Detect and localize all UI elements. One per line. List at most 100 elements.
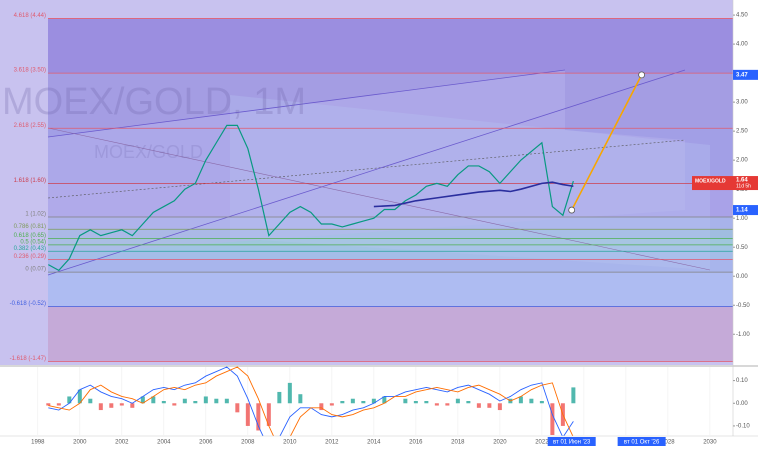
fib-band (48, 259, 733, 273)
histogram-bar (245, 403, 250, 426)
histogram-bar (235, 403, 240, 413)
y-tick-label: 0.10 (736, 378, 748, 384)
x-tick-label: 2018 (451, 440, 465, 446)
x-tick-label: 2016 (409, 440, 423, 446)
histogram-bar (56, 403, 61, 406)
projection-line (570, 74, 643, 211)
histogram-bar (529, 398, 534, 404)
histogram-bar (571, 387, 576, 404)
histogram-bar (214, 398, 219, 404)
fib-label: 1.618 (1.60) (14, 178, 46, 184)
y-tick-label: -0.10 (736, 424, 750, 430)
histogram-bar (182, 398, 187, 404)
fib-band (48, 229, 733, 239)
projection-end-label-bg (733, 69, 758, 80)
fib-label: -0.618 (-0.52) (10, 301, 46, 307)
fib-label: 0.236 (0.29) (14, 254, 46, 260)
histogram-bar (109, 403, 114, 408)
fib-band (48, 251, 733, 260)
fib-label: 0.5 (0.54) (20, 239, 46, 245)
fib-band (48, 128, 733, 184)
trend-line (47, 139, 686, 199)
date-badge: вт 01 Окт '26 (624, 440, 660, 446)
y-tick-label: -0.50 (736, 303, 750, 309)
last-price-bg (692, 176, 758, 191)
anchor-point (568, 206, 576, 214)
histogram-bar (487, 403, 492, 408)
histogram-bar (46, 403, 51, 406)
x-tick-label: 2014 (367, 440, 381, 446)
histogram-bar (329, 403, 334, 406)
fib-label: 1 (1.02) (25, 212, 46, 218)
fib-label: -1.618 (-1.47) (10, 356, 46, 362)
x-tick-label: 2030 (703, 440, 717, 446)
macd-pane (37, 366, 711, 436)
histogram-bar (172, 403, 177, 406)
countdown-label: 11d 5h (736, 183, 751, 189)
histogram-bar (277, 391, 282, 404)
trend-line (47, 69, 686, 276)
anchor-point (638, 71, 646, 79)
y-tick-label: 0.00 (736, 274, 748, 280)
histogram-bar (161, 401, 166, 404)
x-tick-label: 2028 (661, 440, 675, 446)
projection-end-label: 3.47 (736, 72, 748, 78)
x-tick-label: 2022 (535, 440, 549, 446)
histogram-bar (382, 396, 387, 404)
fib-band (48, 306, 733, 362)
histogram-bar (298, 394, 303, 404)
y-tick-label: 4.00 (736, 42, 748, 48)
channel (48, 70, 685, 255)
fib-band (48, 18, 733, 74)
y-tick-label: 2.00 (736, 158, 748, 164)
y-tick-label: 2.50 (736, 129, 748, 135)
histogram-bar (371, 398, 376, 404)
fib-band (48, 244, 733, 252)
fib-label: 0.786 (0.81) (14, 224, 46, 230)
price-line (48, 124, 574, 272)
projection-start-label-bg (733, 205, 758, 216)
x-tick-label: 2010 (283, 440, 297, 446)
fib-band (48, 272, 733, 307)
histogram-bar (476, 403, 481, 408)
channel (230, 95, 710, 270)
histogram-bar (319, 403, 324, 411)
histogram-bar (445, 403, 450, 406)
x-tick-label: 1998 (31, 440, 45, 446)
histogram-bar (361, 401, 366, 404)
fib-band (48, 238, 733, 245)
histogram-bar (151, 396, 156, 404)
x-tick-label: 2004 (157, 440, 171, 446)
x-tick-label: 2012 (325, 440, 339, 446)
histogram-bar (287, 382, 292, 404)
x-tick-label: 2006 (199, 440, 213, 446)
x-tick-label: 2002 (115, 440, 129, 446)
histogram-bar (350, 398, 355, 404)
watermark-sub: MOEX/GOLD (94, 142, 203, 162)
histogram-bar (550, 403, 555, 435)
y-tick-label: 1.00 (736, 216, 748, 222)
histogram-bar (193, 401, 198, 404)
date-badge-bg (547, 437, 596, 446)
fib-label: 2.618 (2.55) (14, 123, 46, 129)
y-tick-label: 0.50 (736, 245, 748, 251)
histogram-bar (434, 403, 439, 406)
symbol-label: MOEX/GOLD (695, 178, 726, 184)
histogram-bar (98, 403, 103, 411)
y-tick-label: 0.00 (736, 401, 748, 407)
fib-label: 0.382 (0.43) (14, 246, 46, 252)
histogram-bar (424, 401, 429, 404)
ma-line (373, 181, 574, 208)
trend-line (47, 69, 566, 138)
histogram-bar (539, 401, 544, 404)
histogram-bar (340, 401, 345, 404)
last-price-label: 1.64 (736, 178, 748, 184)
histogram-bar (67, 396, 72, 404)
date-badge: вт 01 Июн '23 (553, 440, 591, 446)
x-tick-label: 2000 (73, 440, 87, 446)
histogram-bar (256, 403, 261, 431)
fib-label: 3.618 (3.50) (14, 68, 46, 74)
signal-line (48, 366, 574, 436)
